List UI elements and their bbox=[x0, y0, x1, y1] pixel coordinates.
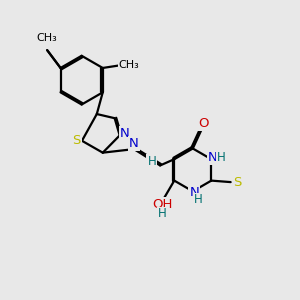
Text: N: N bbox=[189, 186, 199, 199]
Text: N: N bbox=[129, 137, 139, 150]
Text: CH₃: CH₃ bbox=[118, 60, 139, 70]
Text: CH₃: CH₃ bbox=[37, 33, 58, 43]
Text: N: N bbox=[208, 151, 218, 164]
Text: H: H bbox=[194, 193, 203, 206]
Text: OH: OH bbox=[152, 199, 172, 212]
Text: S: S bbox=[72, 134, 81, 147]
Text: H: H bbox=[217, 151, 225, 164]
Text: N: N bbox=[120, 128, 130, 140]
Text: H: H bbox=[158, 207, 167, 220]
Text: H: H bbox=[147, 155, 156, 168]
Text: O: O bbox=[198, 117, 208, 130]
Text: S: S bbox=[233, 176, 242, 189]
